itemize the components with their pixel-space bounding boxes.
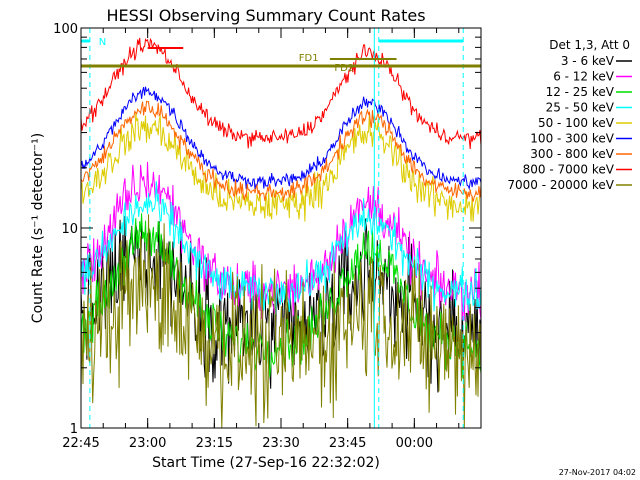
series-line-8: [80, 37, 482, 150]
legend-label: 7000 - 20000 keV: [507, 178, 614, 192]
x-tick-label: 23:45: [329, 436, 366, 451]
x-axis: 22:45 23:00 23:15 23:30 23:45 00:00: [62, 28, 482, 451]
x-tick-label: 22:45: [62, 436, 99, 451]
legend-label: 50 - 100 keV: [538, 116, 615, 130]
legend-label: 300 - 800 keV: [530, 147, 614, 161]
legend-label: 6 - 12 keV: [553, 70, 615, 84]
series-line-4: [80, 181, 482, 315]
chart-title: HESSI Observing Summary Count Rates: [106, 6, 425, 25]
y-axis-label: Count Rate (s⁻¹ detector⁻¹): [30, 133, 46, 323]
x-tick-label: 23:15: [196, 436, 233, 451]
legend-label: 12 - 25 keV: [546, 85, 615, 99]
x-tick-label: 00:00: [396, 436, 433, 451]
x-tick-label: 23:30: [262, 436, 299, 451]
plot-area: N FD1 FD2: [80, 28, 482, 429]
legend-label: 25 - 50 keV: [546, 101, 615, 115]
x-axis-label: Start Time (27-Sep-16 22:32:02): [152, 455, 380, 471]
legend-label: 3 - 6 keV: [561, 54, 615, 68]
series-line-6: [80, 86, 482, 191]
footer-date: 27-Nov-2017 04:02: [559, 468, 636, 477]
legend-label: 100 - 300 keV: [530, 132, 614, 146]
series-line-5: [80, 112, 482, 222]
flag-label-fd1: FD1: [299, 53, 319, 64]
flag-label-fd2: FD2: [334, 63, 354, 74]
series-line-3: [80, 213, 482, 379]
y-axis: 1 10 100: [53, 22, 481, 437]
y-tick-label: 100: [53, 22, 78, 37]
series-line-9: [80, 214, 482, 429]
flag-label-n: N: [99, 37, 106, 48]
series-line-7: [80, 100, 482, 202]
legend-title: Det 1,3, Att 0: [549, 38, 630, 52]
y-tick-label: 1: [70, 422, 78, 437]
legend-label: 800 - 7000 keV: [523, 163, 615, 177]
y-tick-label: 10: [61, 222, 78, 237]
x-tick-label: 23:00: [129, 436, 166, 451]
